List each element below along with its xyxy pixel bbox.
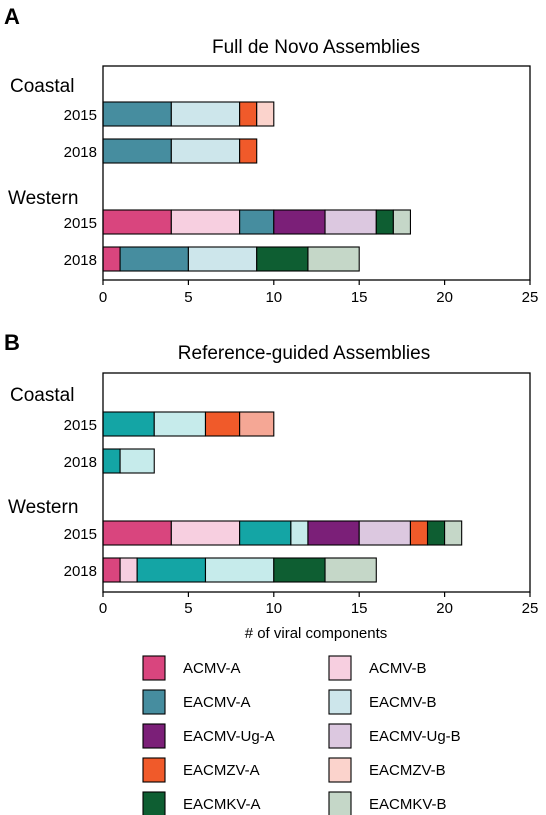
panel-b-group-coastal: Coastal (10, 385, 74, 406)
legend-swatch-eacmkv-a (142, 791, 166, 815)
x-tick-label: 15 (351, 289, 368, 306)
legend-swatch-eacmzv-a (142, 757, 166, 783)
panel-b-x-ticks: 0 5 10 15 20 25 (99, 592, 539, 617)
legend-label-eacmkv-a: EACMKV-A (183, 796, 261, 813)
bar-segment-western-2018-eacmkv-b (307, 246, 360, 272)
bar-segment-western-2015-eacmv-b (290, 520, 309, 546)
x-tick-label: 5 (184, 289, 192, 306)
x-tick-label: 25 (522, 600, 539, 617)
legend-swatch-eacmv-a (142, 689, 166, 715)
panel-b-x-axis-label: # of viral components (245, 625, 388, 642)
panel-a-year-coastal-2018: 2018 (64, 144, 97, 161)
panel-a-bars (102, 101, 411, 272)
x-tick-label: 20 (436, 600, 453, 617)
legend-swatch-acmv-a (142, 655, 166, 681)
panel-a-group-coastal: Coastal (10, 76, 74, 97)
legend-label-eacmv-ug-a: EACMV-Ug-A (183, 728, 275, 745)
bar-segment-western-2018-eacmkv-b (324, 557, 377, 583)
bar-segment-coastal-2015-eacmzv-a (239, 101, 258, 127)
x-tick-label: 10 (265, 289, 282, 306)
legend-swatch-eacmzv-b (328, 757, 352, 783)
bar-segment-western-2018-eacmv-b (204, 557, 275, 583)
panel-b: B Reference-guided Assemblies Coastal 20… (4, 330, 538, 642)
bar-segment-western-2015-eacmzv-a (409, 520, 429, 546)
bar-segment-western-2015-eacmkv-a (426, 520, 446, 546)
bar-segment-western-2015-acmv-a (102, 520, 172, 546)
legend-label-eacmkv-b: EACMKV-B (369, 796, 447, 813)
legend-label-acmv-a: ACMV-A (183, 660, 241, 677)
legend-label-eacmv-a: EACMV-A (183, 694, 251, 711)
bar-segment-coastal-2015-eacmv-a (102, 411, 155, 437)
bar-segment-western-2015-eacmv-ug-a (307, 520, 360, 546)
x-tick-label: 25 (522, 289, 539, 306)
bar-segment-western-2015-eacmkv-b (392, 209, 411, 235)
x-tick-label: 10 (265, 600, 282, 617)
legend-swatch-eacmkv-b (328, 791, 352, 815)
legend-swatch-eacmv-b (328, 689, 352, 715)
panel-a-group-western: Western (8, 188, 78, 209)
panel-a-x-ticks: 0 5 10 15 20 25 (99, 280, 539, 306)
bar-segment-western-2015-eacmv-ug-b (358, 520, 411, 546)
bar-segment-coastal-2018-eacmzv-a (239, 138, 258, 164)
bar-segment-coastal-2015-eacmv-b (170, 101, 241, 127)
bar-segment-coastal-2015-eacmzv-a (204, 411, 241, 437)
bar-segment-coastal-2015-eacmzv-b (256, 101, 275, 127)
bar-segment-coastal-2018-eacmv-b (170, 138, 241, 164)
bar-segment-western-2015-eacmv-ug-b (324, 209, 377, 235)
bar-segment-coastal-2015-eacmzv-b (239, 411, 275, 437)
panel-a-year-western-2015: 2015 (64, 215, 97, 232)
bar-segment-western-2015-acmv-b (170, 209, 241, 235)
panel-b-letter: B (4, 330, 20, 355)
panel-b-year-western-2018: 2018 (64, 563, 97, 580)
legend-label-eacmzv-b: EACMZV-B (369, 762, 446, 779)
legend-swatch-eacmv-ug-a (142, 723, 166, 749)
panel-a-title: Full de Novo Assemblies (212, 37, 420, 58)
bar-segment-coastal-2015-eacmv-b (153, 411, 207, 437)
bar-segment-western-2015-eacmv-a (239, 520, 292, 546)
bar-segment-coastal-2018-eacmv-a (102, 138, 172, 164)
bar-segment-western-2015-acmv-a (102, 209, 172, 235)
legend-label-eacmv-b: EACMV-B (369, 694, 437, 711)
bar-segment-coastal-2018-eacmv-b (119, 448, 155, 474)
panel-b-title: Reference-guided Assemblies (178, 343, 430, 364)
panel-b-year-coastal-2015: 2015 (64, 417, 97, 434)
bar-segment-western-2015-eacmkv-a (375, 209, 394, 235)
bar-segment-western-2015-acmv-b (170, 520, 241, 546)
legend: ACMV-A ACMV-B EACMV-A EACMV-B EACMV-Ug-A EACM… (142, 655, 461, 815)
legend-swatch-acmv-b (328, 655, 352, 681)
panel-a: A Full de Novo Assemblies Coastal 2015 2… (4, 4, 538, 306)
panel-a-year-western-2018: 2018 (64, 252, 97, 269)
bar-segment-western-2018-eacmkv-a (273, 557, 326, 583)
x-tick-label: 20 (436, 289, 453, 306)
legend-label-eacmzv-a: EACMZV-A (183, 762, 260, 779)
bar-segment-western-2015-eacmv-ug-a (273, 209, 326, 235)
bar-segment-western-2018-acmv-b (119, 557, 138, 583)
panel-a-year-coastal-2015: 2015 (64, 107, 97, 124)
panel-b-bars (102, 411, 463, 583)
bar-segment-western-2018-eacmv-a (136, 557, 207, 583)
legend-label-eacmv-ug-b: EACMV-Ug-B (369, 728, 461, 745)
bar-segment-western-2015-eacmkv-b (444, 520, 463, 546)
x-tick-label: 0 (99, 600, 107, 617)
panel-a-letter: A (4, 4, 20, 29)
bar-segment-western-2018-eacmkv-a (256, 246, 309, 272)
panel-b-group-western: Western (8, 497, 78, 518)
x-tick-label: 15 (351, 600, 368, 617)
bar-segment-coastal-2018-eacmv-a (102, 448, 121, 474)
bar-segment-western-2018-eacmv-a (119, 246, 189, 272)
panel-a-plot-frame (102, 65, 531, 281)
panel-b-year-western-2015: 2015 (64, 526, 97, 543)
panel-b-plot-frame (102, 372, 531, 593)
legend-swatch-eacmv-ug-b (328, 723, 352, 749)
bar-segment-western-2018-acmv-a (102, 557, 121, 583)
bar-segment-western-2018-eacmv-b (187, 246, 258, 272)
x-tick-label: 5 (184, 600, 192, 617)
bar-segment-western-2015-eacmv-a (239, 209, 275, 235)
bar-segment-coastal-2015-eacmv-a (102, 101, 172, 127)
bar-segment-western-2018-acmv-a (102, 246, 121, 272)
x-tick-label: 0 (99, 289, 107, 306)
panel-b-year-coastal-2018: 2018 (64, 454, 97, 471)
legend-label-acmv-b: ACMV-B (369, 660, 427, 677)
